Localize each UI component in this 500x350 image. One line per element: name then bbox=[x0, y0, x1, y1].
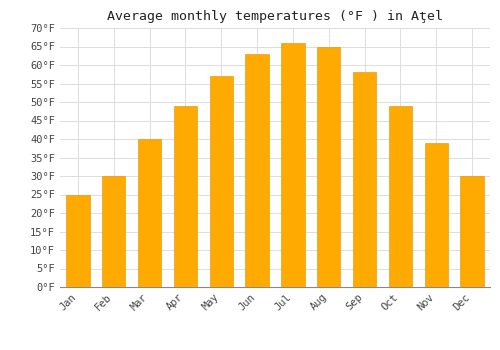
Bar bbox=[210, 76, 233, 287]
Title: Average monthly temperatures (°F ) in Aţel: Average monthly temperatures (°F ) in Aţ… bbox=[107, 10, 443, 23]
Bar bbox=[424, 143, 448, 287]
Bar bbox=[102, 176, 126, 287]
Bar bbox=[353, 72, 376, 287]
Bar bbox=[246, 54, 268, 287]
Bar bbox=[66, 195, 90, 287]
Bar bbox=[389, 106, 412, 287]
Bar bbox=[317, 47, 340, 287]
Bar bbox=[460, 176, 483, 287]
Bar bbox=[138, 139, 161, 287]
Bar bbox=[174, 106, 197, 287]
Bar bbox=[282, 43, 304, 287]
